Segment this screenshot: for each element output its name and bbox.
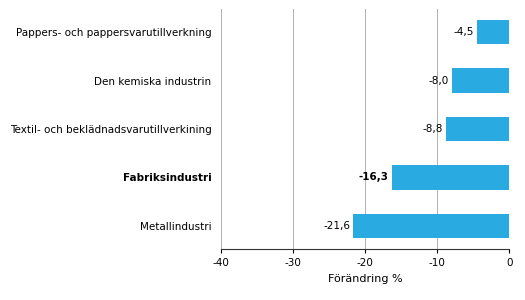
Bar xyxy=(446,117,509,141)
Text: -8,0: -8,0 xyxy=(428,76,448,85)
Text: -16,3: -16,3 xyxy=(359,172,388,182)
Text: -4,5: -4,5 xyxy=(454,27,474,37)
Bar xyxy=(452,68,509,93)
Text: -21,6: -21,6 xyxy=(323,221,351,231)
Text: -8,8: -8,8 xyxy=(423,124,443,134)
Bar xyxy=(353,214,509,238)
X-axis label: Förändring %: Förändring % xyxy=(328,274,402,284)
Bar xyxy=(477,20,509,44)
Bar xyxy=(392,165,509,190)
